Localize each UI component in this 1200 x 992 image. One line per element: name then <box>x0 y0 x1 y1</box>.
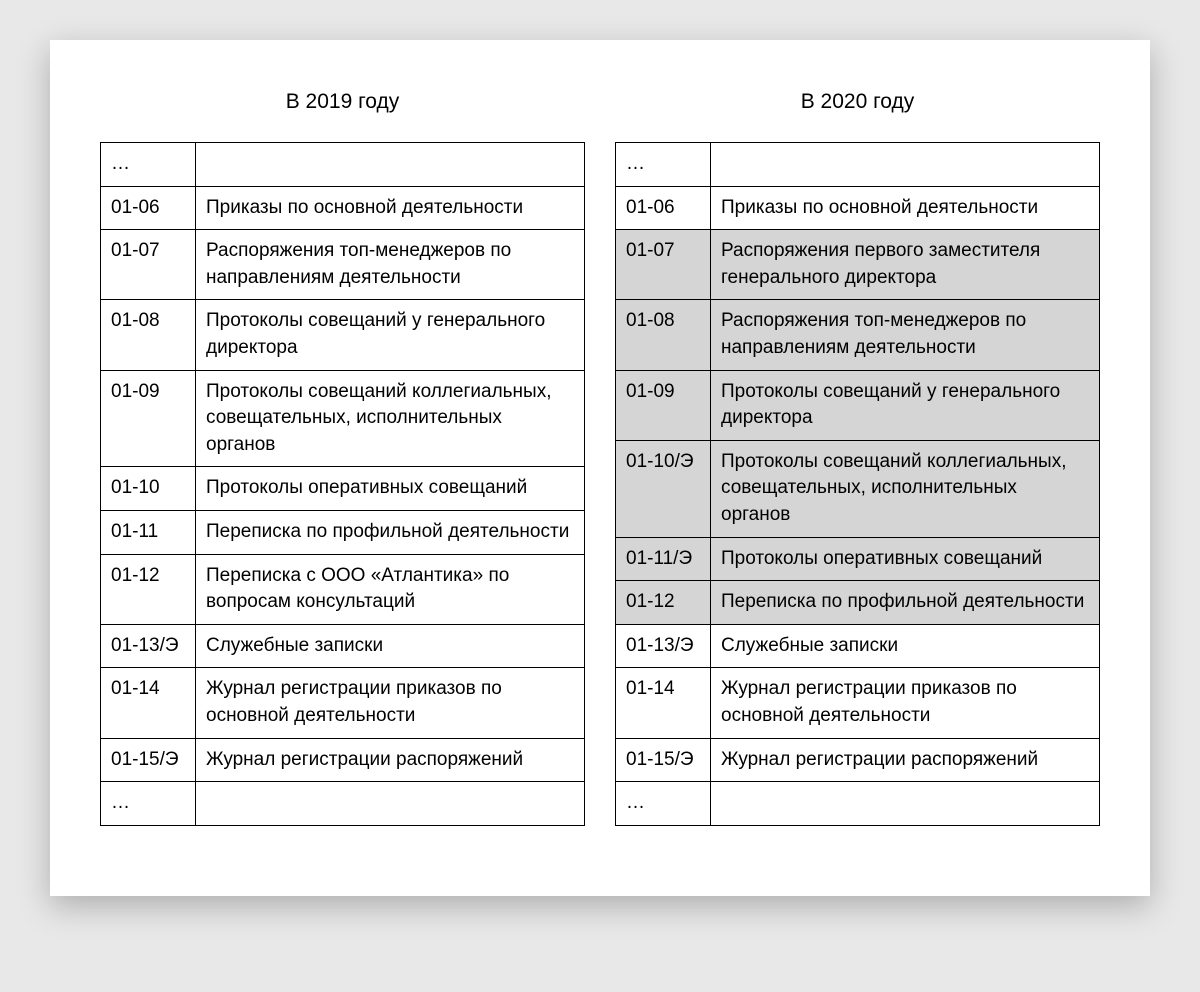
row-code: 01-08 <box>616 300 711 370</box>
table-row: 01-15/ЭЖурнал регистрации распоряжений <box>616 738 1100 782</box>
table-row: 01-07Распоряжения топ-менеджеров по напр… <box>101 230 585 300</box>
table-row: 01-06Приказы по основной деятельности <box>101 186 585 230</box>
table-row: 01-13/ЭСлужебные записки <box>101 624 585 668</box>
row-code: 01-13/Э <box>616 624 711 668</box>
row-text: Приказы по основной деятельности <box>711 186 1100 230</box>
table-row: 01-11/ЭПротоколы оперативных совещаний <box>616 537 1100 581</box>
row-code: 01-06 <box>616 186 711 230</box>
table-row: 01-12Переписка с ООО «Атлантика» по вопр… <box>101 554 585 624</box>
table-row: … <box>616 782 1100 826</box>
row-text <box>196 782 585 826</box>
document-page: В 2019 году …01-06Приказы по основной де… <box>50 40 1150 896</box>
row-code: 01-08 <box>101 300 196 370</box>
column-2020: В 2020 году …01-06Приказы по основной де… <box>615 90 1100 826</box>
row-text: Протоколы оперативных совещаний <box>711 537 1100 581</box>
row-code: 01-11 <box>101 510 196 554</box>
row-text: Журнал регистрации распоряжений <box>711 738 1100 782</box>
table-row: 01-10Протоколы оперативных совещаний <box>101 467 585 511</box>
row-code: 01-07 <box>101 230 196 300</box>
row-code: 01-14 <box>101 668 196 738</box>
row-code: 01-12 <box>616 581 711 625</box>
row-code: 01-12 <box>101 554 196 624</box>
row-code: 01-06 <box>101 186 196 230</box>
row-code: 01-07 <box>616 230 711 300</box>
row-text: Служебные записки <box>711 624 1100 668</box>
row-text: Протоколы совещаний у генерального дирек… <box>711 370 1100 440</box>
row-text: Распоряжения топ-менеджеров по направлен… <box>711 300 1100 370</box>
table-row: 01-14Журнал регистрации приказов по осно… <box>101 668 585 738</box>
row-text: Журнал регистрации распоряжений <box>196 738 585 782</box>
table-row: 01-06Приказы по основной деятельности <box>616 186 1100 230</box>
row-text: Протоколы совещаний коллегиальных, совещ… <box>196 370 585 467</box>
columns-wrapper: В 2019 году …01-06Приказы по основной де… <box>100 90 1100 826</box>
row-code: 01-10/Э <box>616 440 711 537</box>
table-2019: …01-06Приказы по основной деятельности01… <box>100 142 585 826</box>
table-row: 01-11Переписка по профильной деятельност… <box>101 510 585 554</box>
column-2019: В 2019 году …01-06Приказы по основной де… <box>100 90 585 826</box>
row-text: Переписка по профильной деятельности <box>711 581 1100 625</box>
row-text: Служебные записки <box>196 624 585 668</box>
table-row: … <box>101 782 585 826</box>
row-text: Протоколы совещаний у генерального дирек… <box>196 300 585 370</box>
table-row: 01-12Переписка по профильной деятельност… <box>616 581 1100 625</box>
table-row: … <box>616 143 1100 187</box>
table-row: 01-10/ЭПротоколы совещаний коллегиальных… <box>616 440 1100 537</box>
row-text: Распоряжения первого заместителя генерал… <box>711 230 1100 300</box>
table-row: 01-07Распоряжения первого заместителя ге… <box>616 230 1100 300</box>
row-code: 01-14 <box>616 668 711 738</box>
row-text <box>196 143 585 187</box>
row-text: Переписка с ООО «Атлантика» по вопросам … <box>196 554 585 624</box>
table-row: 01-08Распоряжения топ-менеджеров по напр… <box>616 300 1100 370</box>
row-text: Протоколы совещаний коллегиальных, совещ… <box>711 440 1100 537</box>
table-row: 01-09Протоколы совещаний у генерального … <box>616 370 1100 440</box>
row-text <box>711 782 1100 826</box>
row-text: Переписка по профильной деятельности <box>196 510 585 554</box>
row-text: Протоколы оперативных совещаний <box>196 467 585 511</box>
table-row: 01-13/ЭСлужебные записки <box>616 624 1100 668</box>
row-code: 01-10 <box>101 467 196 511</box>
row-code: 01-09 <box>616 370 711 440</box>
row-text: Приказы по основной деятельности <box>196 186 585 230</box>
row-code: … <box>616 782 711 826</box>
table-row: 01-08Протоколы совещаний у генерального … <box>101 300 585 370</box>
row-code: 01-15/Э <box>101 738 196 782</box>
row-code: … <box>101 143 196 187</box>
row-code: … <box>101 782 196 826</box>
column-title: В 2019 году <box>100 90 585 114</box>
table-row: 01-14Журнал регистрации приказов по осно… <box>616 668 1100 738</box>
row-code: 01-11/Э <box>616 537 711 581</box>
table-2020: …01-06Приказы по основной деятельности01… <box>615 142 1100 826</box>
row-code: 01-09 <box>101 370 196 467</box>
table-row: … <box>101 143 585 187</box>
row-code: … <box>616 143 711 187</box>
column-title: В 2020 году <box>615 90 1100 114</box>
row-code: 01-15/Э <box>616 738 711 782</box>
table-row: 01-15/ЭЖурнал регистрации распоряжений <box>101 738 585 782</box>
row-text: Журнал регистрации приказов по основной … <box>196 668 585 738</box>
row-text: Распоряжения топ-менеджеров по направлен… <box>196 230 585 300</box>
table-row: 01-09Протоколы совещаний коллегиальных, … <box>101 370 585 467</box>
row-text <box>711 143 1100 187</box>
row-text: Журнал регистрации приказов по основной … <box>711 668 1100 738</box>
row-code: 01-13/Э <box>101 624 196 668</box>
